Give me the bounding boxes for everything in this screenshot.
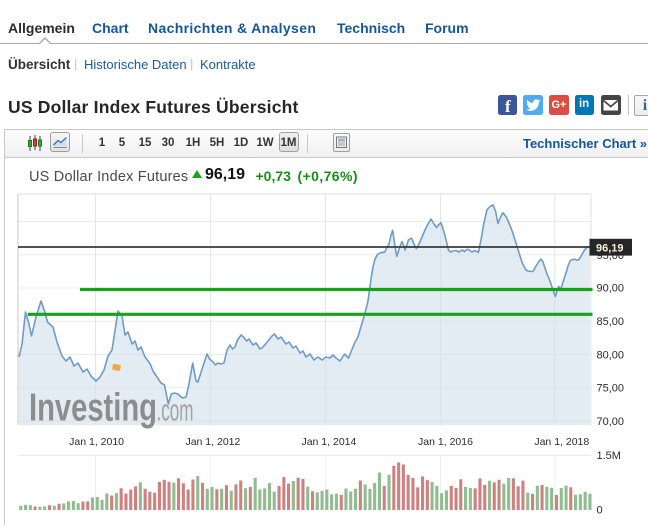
svg-text:85,00: 85,00 (597, 316, 625, 328)
svg-text:Jan 1, 2016: Jan 1, 2016 (418, 436, 473, 448)
svg-text:1.5M: 1.5M (597, 450, 621, 462)
svg-text:.com: .com (157, 393, 194, 428)
svg-text:Jan 1, 2012: Jan 1, 2012 (185, 436, 240, 448)
svg-text:75,00: 75,00 (597, 383, 625, 395)
svg-text:Investing: Investing (29, 387, 157, 430)
svg-text:Jan 1, 2014: Jan 1, 2014 (301, 436, 356, 448)
svg-text:Jan 1, 2018: Jan 1, 2018 (534, 436, 589, 448)
svg-text:96,19: 96,19 (596, 243, 624, 255)
svg-text:0: 0 (597, 505, 603, 517)
svg-text:80,00: 80,00 (597, 349, 625, 361)
svg-text:90,00: 90,00 (597, 283, 625, 295)
svg-text:Jan 1, 2010: Jan 1, 2010 (69, 436, 124, 448)
svg-text:70,00: 70,00 (597, 416, 625, 428)
